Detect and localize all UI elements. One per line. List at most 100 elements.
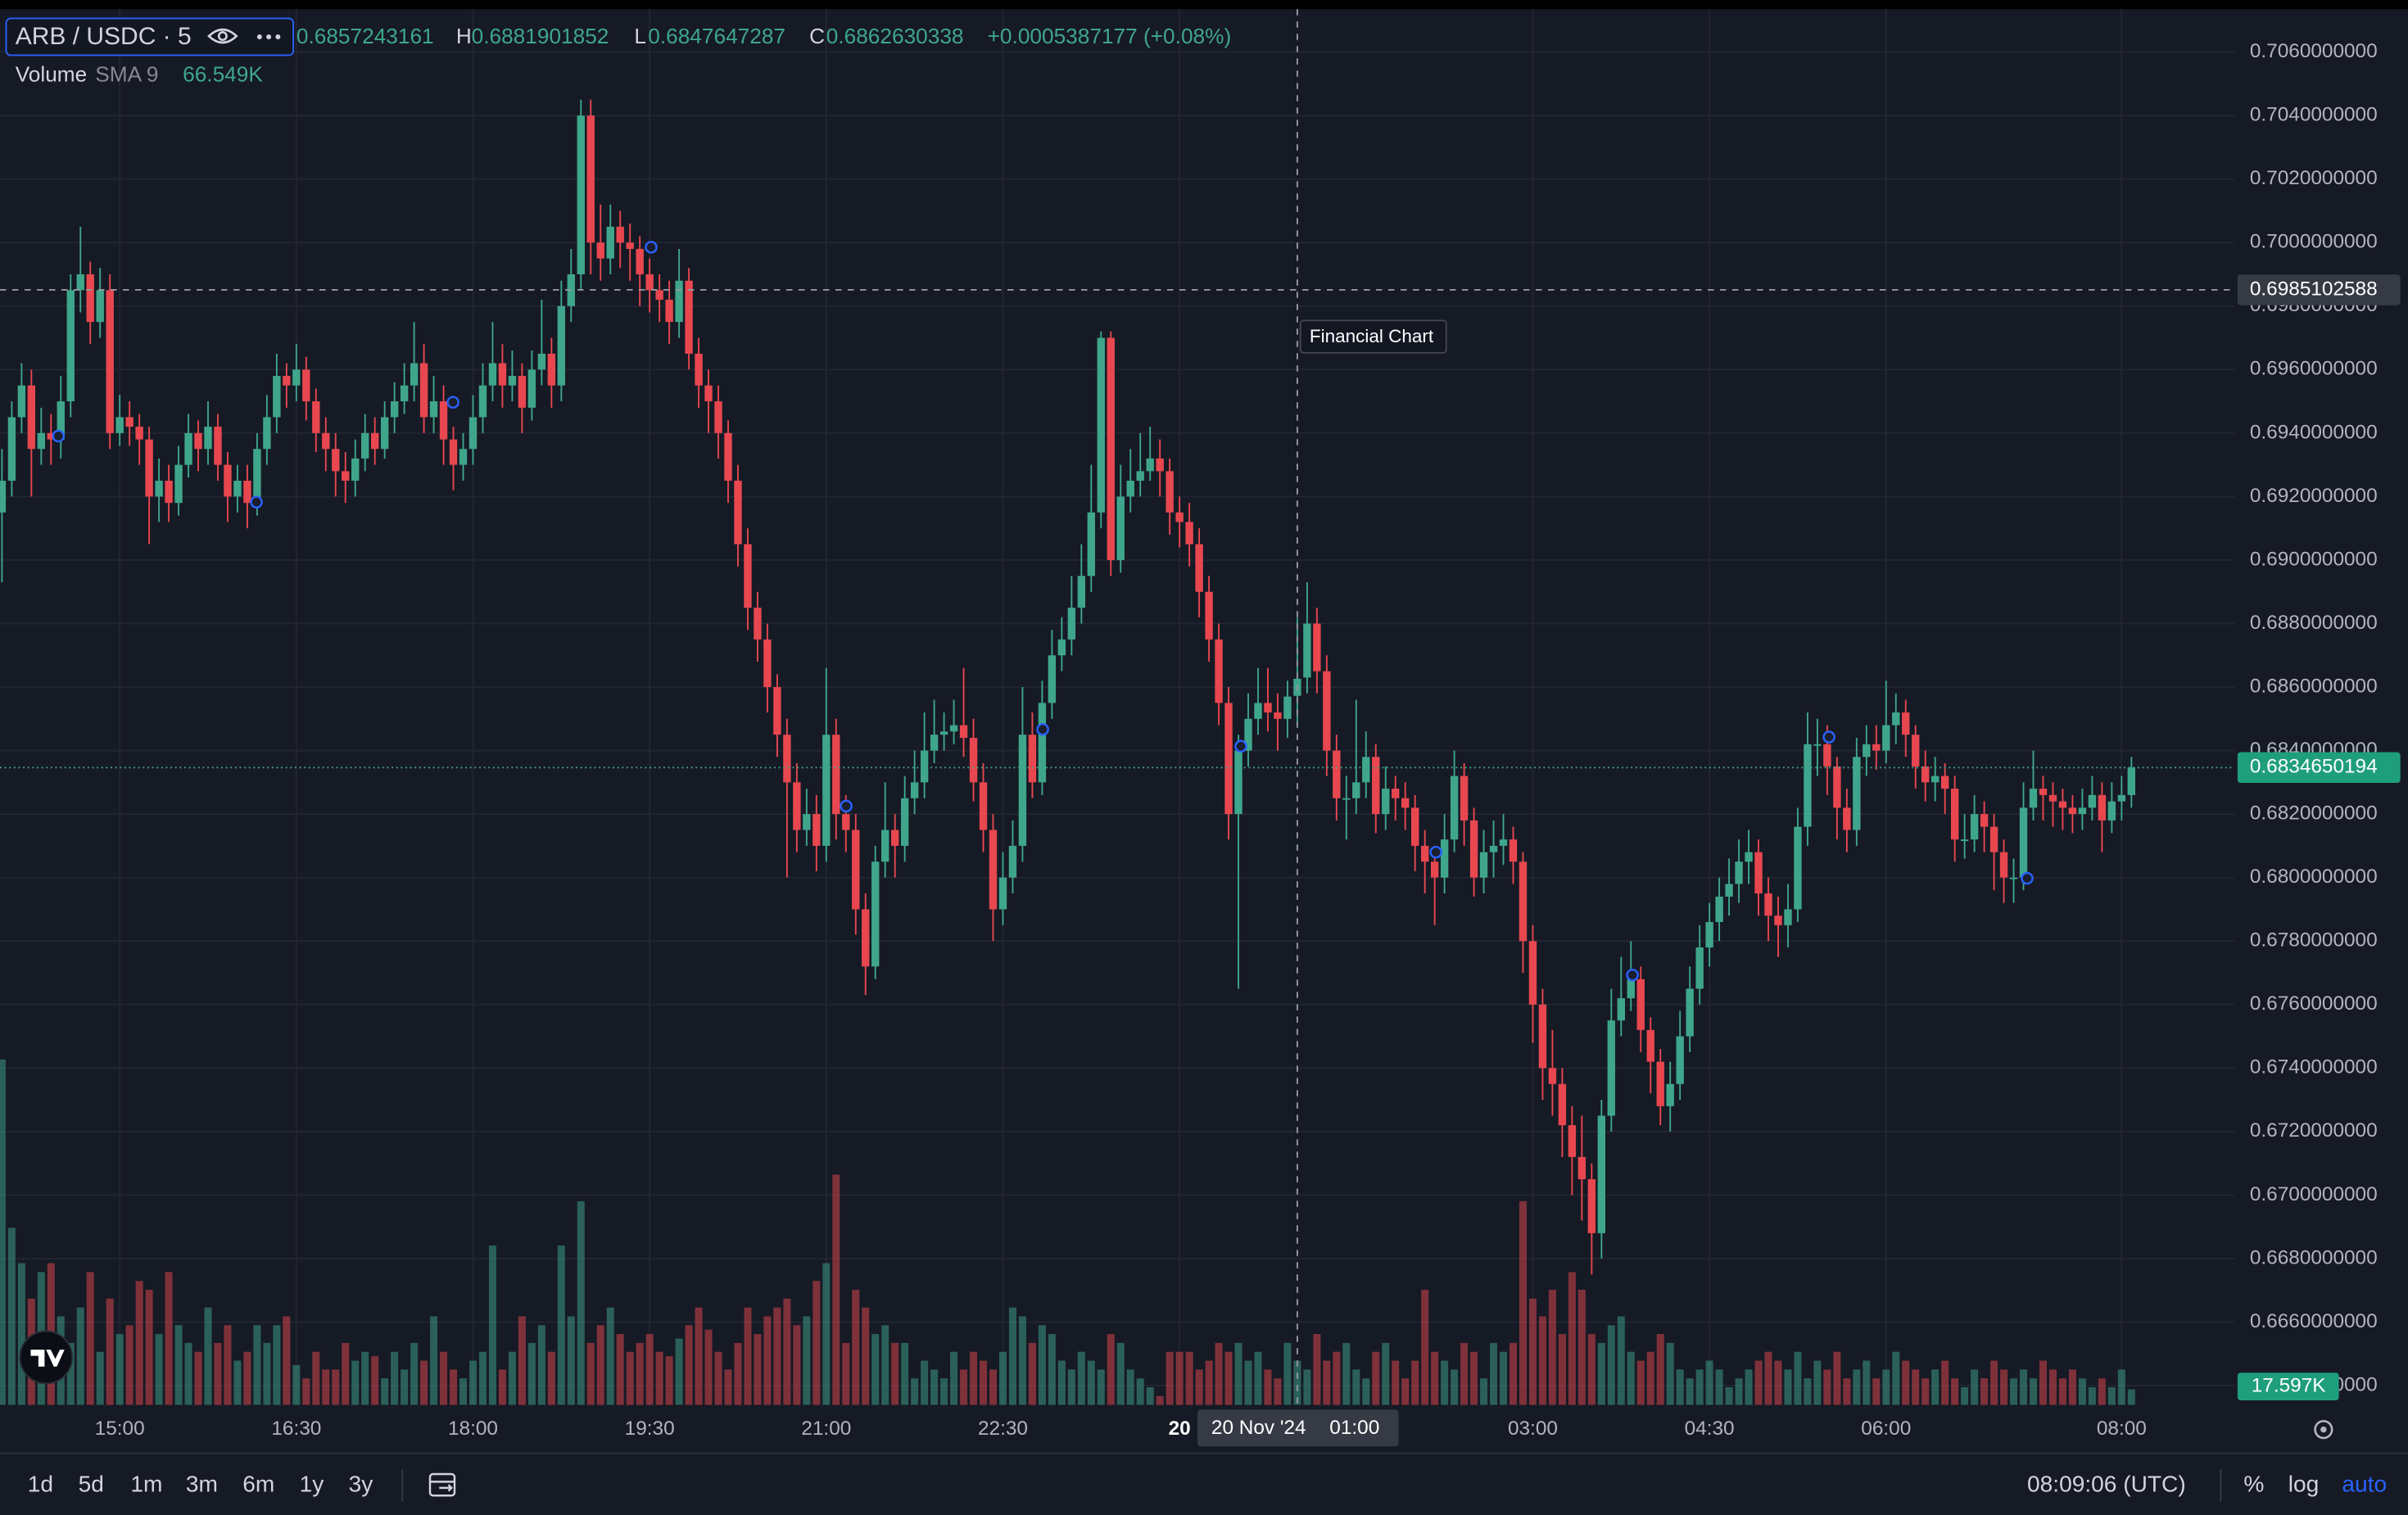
candle-body: [322, 432, 330, 450]
volume-bar: [371, 1356, 379, 1405]
volume-bar: [1705, 1360, 1713, 1405]
volume-bar: [1853, 1369, 1861, 1405]
range-button[interactable]: 3m: [186, 1471, 218, 1496]
change: +0.0005387177 (+0.08%): [988, 24, 1232, 48]
volume-bar: [518, 1316, 526, 1405]
candle-body: [1568, 1125, 1577, 1157]
volume-bar: [1597, 1342, 1605, 1405]
candle-body: [1823, 744, 1831, 767]
y-tick-label: 0.6920000000: [2250, 485, 2378, 507]
auto-toggle[interactable]: auto: [2342, 1471, 2387, 1496]
clock: 08:09:06 (UTC): [2027, 1471, 2186, 1496]
marker: [840, 799, 853, 813]
volume-bar: [655, 1351, 663, 1405]
volume-bar: [1166, 1351, 1174, 1405]
volume-bar: [1941, 1360, 1949, 1405]
candle-body: [292, 369, 301, 386]
calendar-icon[interactable]: [428, 1472, 456, 1497]
volume-bar: [204, 1307, 212, 1405]
candle-body: [1989, 826, 1998, 852]
crosshair-price-tag: [2237, 274, 2401, 305]
volume-bar: [1490, 1342, 1498, 1405]
candle-body: [626, 242, 634, 249]
volume-bar: [1528, 1298, 1537, 1405]
candle-body: [2107, 801, 2116, 821]
range-button[interactable]: 5d: [79, 1471, 104, 1496]
candle-body: [900, 798, 909, 846]
candle-body: [1735, 862, 1743, 884]
marker: [1036, 722, 1049, 736]
tooltip: Financial Chart: [1310, 326, 1434, 346]
candle-body: [744, 544, 752, 608]
volume-bar: [557, 1245, 565, 1405]
candle-body: [1940, 776, 1949, 789]
range-button[interactable]: 1y: [300, 1471, 324, 1496]
candle-body: [1107, 337, 1115, 560]
volume-bar: [1215, 1342, 1223, 1405]
percent-toggle[interactable]: %: [2243, 1471, 2264, 1496]
candle-body: [1234, 750, 1242, 815]
candle-body: [527, 369, 536, 408]
volume-bar: [1107, 1334, 1115, 1405]
settings-icon[interactable]: [2314, 1419, 2333, 1440]
more-icon[interactable]: [256, 34, 281, 39]
range-button[interactable]: 6m: [242, 1471, 274, 1496]
symbol-box[interactable]: [5, 17, 295, 57]
volume-bar: [1804, 1378, 1812, 1405]
candle-body: [1028, 735, 1037, 783]
tooltip-box: [1299, 319, 1447, 354]
volume-bar: [1313, 1334, 1321, 1405]
symbol: ARB / USDC · 5: [16, 23, 192, 50]
volume-bar: [862, 1307, 870, 1405]
y-tick-label: 0.6760000000: [2250, 993, 2378, 1015]
last-price-tag: [2237, 752, 2401, 784]
volume-bar: [1863, 1360, 1871, 1405]
y-tick-label: 0.6700000000: [2250, 1183, 2378, 1205]
log-toggle[interactable]: log: [2288, 1471, 2320, 1496]
candle-body: [410, 363, 419, 386]
candle-body: [1264, 703, 1272, 713]
range-button[interactable]: 3y: [349, 1471, 373, 1496]
x-tick-label: 04:30: [1685, 1418, 1735, 1440]
candle-body: [1244, 718, 1252, 751]
x-tick-label: 16:30: [271, 1418, 321, 1440]
volume-bar: [1401, 1378, 1410, 1405]
candle-body: [1597, 1115, 1606, 1233]
volume-bar: [704, 1329, 713, 1405]
candle-body: [1863, 744, 1871, 758]
volume-bar: [1725, 1386, 1733, 1405]
candle-body: [1038, 703, 1047, 783]
range-button[interactable]: 1m: [130, 1471, 162, 1496]
candle-body: [920, 750, 929, 783]
volume-pane: [0, 1059, 2135, 1405]
candle-body: [2088, 794, 2097, 808]
candle-body: [1764, 893, 1772, 916]
volume-bar: [273, 1325, 281, 1405]
volume-bar: [155, 1334, 163, 1405]
eye-icon[interactable]: [207, 28, 238, 44]
y-tick-label: 0.6740000000: [2250, 1056, 2378, 1079]
candle-body: [1627, 979, 1635, 998]
candle-body: [37, 432, 46, 450]
candle-body: [1116, 496, 1125, 560]
markers: [52, 241, 2034, 982]
volume-bar: [1510, 1342, 1518, 1405]
volume-bar: [881, 1325, 889, 1405]
volume-bar: [283, 1316, 291, 1405]
candle-body: [675, 280, 683, 323]
candle-body: [449, 439, 458, 465]
candle-body: [1048, 655, 1057, 703]
candle-body: [273, 376, 281, 418]
candle-body: [1960, 839, 1969, 841]
candle-body: [429, 401, 438, 418]
y-tick-label: 0.6900000000: [2250, 548, 2378, 570]
volume-bar: [488, 1245, 496, 1405]
logo[interactable]: [19, 1330, 74, 1385]
volume-bar: [459, 1378, 468, 1405]
candle-body: [2009, 877, 2018, 880]
volume-bar: [1352, 1369, 1360, 1405]
candle-body: [224, 464, 232, 497]
candle-body: [1607, 1020, 1616, 1116]
range-button[interactable]: 1d: [28, 1471, 53, 1496]
